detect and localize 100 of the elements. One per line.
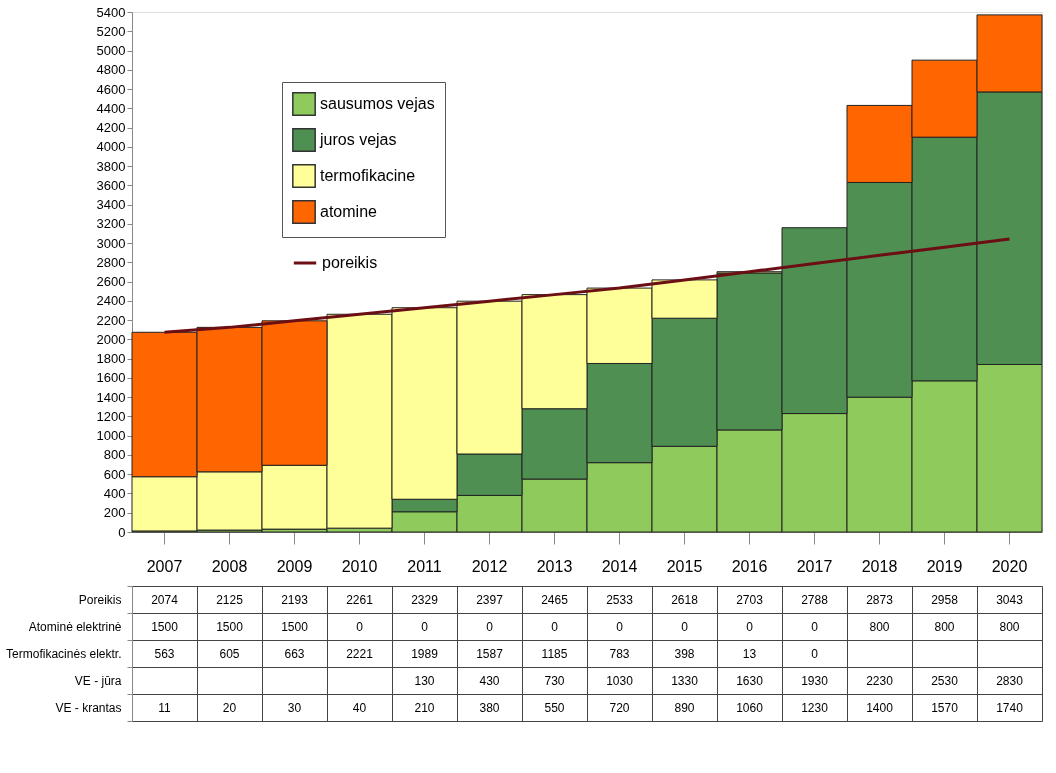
- data-label: 20: [222, 700, 237, 715]
- data-label: 800: [869, 619, 890, 634]
- data-label: 1630: [736, 673, 764, 688]
- data-label: 1330: [671, 673, 699, 688]
- data-label: 398: [674, 646, 695, 661]
- data-label: 380: [479, 700, 500, 715]
- data-label: 130: [414, 673, 435, 688]
- text: VE - jūra: [74, 674, 122, 688]
- data-label: 30: [287, 700, 302, 715]
- legend-label: juros vejas: [319, 131, 397, 148]
- data-label: 730: [544, 673, 565, 688]
- legend-label: termofikacine: [320, 167, 416, 184]
- text: Poreikis: [78, 593, 122, 607]
- data-label: 1989: [411, 646, 439, 661]
- data-label: 2125: [216, 592, 244, 607]
- y-tick-label: 3800: [96, 158, 126, 174]
- data-label: 2873: [866, 592, 894, 607]
- y-tick-label: 2200: [96, 312, 126, 328]
- data-label: 2530: [931, 673, 959, 688]
- x-tick-label: 2012: [471, 557, 508, 575]
- data-label: 720: [609, 700, 630, 715]
- data-label: 800: [999, 619, 1020, 634]
- data-label: 1587: [476, 646, 504, 661]
- x-tick-label: 2020: [991, 557, 1028, 575]
- data-label: 2830: [996, 673, 1024, 688]
- legend-label: poreikis: [322, 254, 378, 271]
- data-label: 2958: [931, 592, 959, 607]
- x-tick-label: 2015: [666, 557, 703, 575]
- data-label: 783: [609, 646, 630, 661]
- data-label: 2261: [346, 592, 374, 607]
- data-label: 430: [479, 673, 500, 688]
- y-tick-label: 1000: [96, 428, 126, 444]
- y-tick-label: 2000: [96, 331, 126, 347]
- data-label: 890: [674, 700, 695, 715]
- y-tick-label: 4000: [96, 139, 126, 155]
- data-label: 1570: [931, 700, 959, 715]
- data-label: 1230: [801, 700, 829, 715]
- y-tick-label: 2400: [96, 293, 126, 309]
- legend-label: sausumos vejas: [320, 95, 435, 112]
- x-tick-label: 2017: [796, 557, 833, 575]
- y-tick-label: 5000: [96, 43, 126, 59]
- x-tick-label: 2013: [536, 557, 573, 575]
- y-tick-label: 1600: [96, 370, 126, 386]
- data-label: 1500: [216, 619, 244, 634]
- data-label: 2074: [151, 592, 179, 607]
- legend-label: atomine: [320, 203, 378, 220]
- data-label: 1930: [801, 673, 829, 688]
- x-tick-label: 2008: [211, 557, 248, 575]
- y-tick-label: 2800: [96, 254, 126, 270]
- data-label: 0: [421, 619, 429, 634]
- y-tick-label: 1400: [96, 389, 126, 405]
- y-tick-label: 200: [103, 505, 126, 521]
- data-label: 2533: [606, 592, 634, 607]
- data-label: 800: [934, 619, 955, 634]
- x-tick-label: 2010: [341, 557, 378, 575]
- data-label: 663: [284, 646, 305, 661]
- data-label: 550: [544, 700, 565, 715]
- data-label: 210: [414, 700, 435, 715]
- y-tick-label: 3200: [96, 216, 126, 232]
- y-tick-label: 3600: [96, 177, 126, 193]
- data-label: 1400: [866, 700, 894, 715]
- y-tick-label: 2600: [96, 274, 126, 290]
- x-tick-label: 2014: [601, 557, 638, 575]
- data-label: 1030: [606, 673, 634, 688]
- data-label: 1500: [281, 619, 309, 634]
- data-label: 0: [811, 619, 819, 634]
- x-tick-label: 2018: [861, 557, 898, 575]
- data-label: 2465: [541, 592, 569, 607]
- y-tick-label: 3000: [96, 235, 126, 251]
- data-label: 0: [681, 619, 689, 634]
- y-tick-label: 600: [103, 466, 126, 482]
- y-tick-label: 3400: [96, 197, 126, 213]
- data-label: 2230: [866, 673, 894, 688]
- data-label: 0: [811, 646, 819, 661]
- data-label: 2788: [801, 592, 829, 607]
- data-label: 1740: [996, 700, 1024, 715]
- data-label: 13: [742, 646, 757, 661]
- y-tick-label: 4400: [96, 100, 126, 116]
- y-tick-label: 5400: [96, 4, 126, 20]
- data-label: 0: [356, 619, 364, 634]
- data-label: 3043: [996, 592, 1024, 607]
- y-tick-label: 4200: [96, 120, 126, 136]
- data-label: 2618: [671, 592, 699, 607]
- y-tick-label: 400: [103, 485, 126, 501]
- data-label: 0: [616, 619, 624, 634]
- y-tick-label: 1800: [96, 351, 126, 367]
- text: Termofikacinės elektr.: [6, 647, 122, 661]
- text: VE - krantas: [55, 701, 122, 715]
- text: Atominė elektrinė: [28, 620, 122, 634]
- x-tick-label: 2011: [407, 557, 442, 575]
- data-label: 605: [219, 646, 240, 661]
- data-label: 2329: [411, 592, 439, 607]
- x-tick-label: 2007: [146, 557, 183, 575]
- y-tick-label: 0: [118, 524, 126, 540]
- data-label: 1060: [736, 700, 764, 715]
- y-tick-label: 5200: [96, 23, 126, 39]
- y-tick-label: 1200: [96, 408, 126, 424]
- x-tick-label: 2019: [926, 557, 963, 575]
- data-label: 2221: [346, 646, 374, 661]
- y-tick-label: 4800: [96, 62, 126, 78]
